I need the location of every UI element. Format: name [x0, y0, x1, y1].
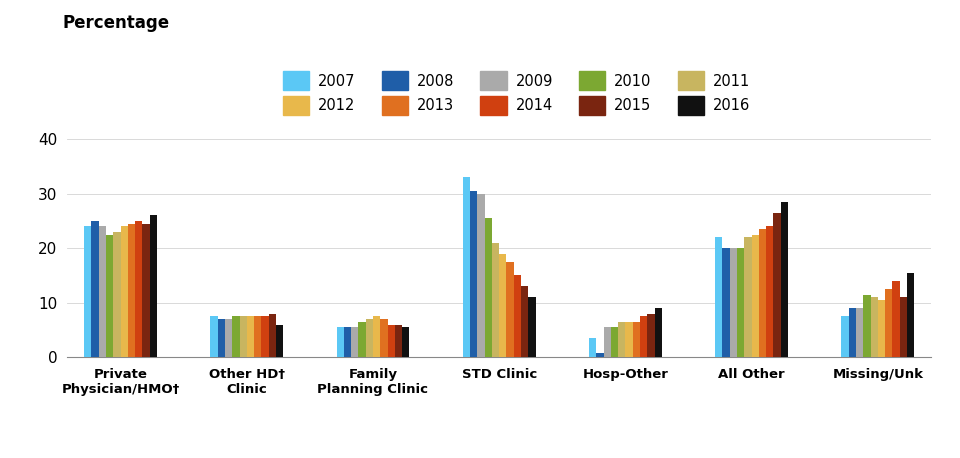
Bar — [604, 327, 611, 357]
Legend: 2007, 2012, 2008, 2013, 2009, 2014, 2010, 2015, 2011, 2016: 2007, 2012, 2008, 2013, 2009, 2014, 2010… — [283, 71, 750, 114]
Bar — [232, 316, 239, 357]
Bar — [463, 177, 470, 357]
Bar — [269, 314, 276, 357]
Bar — [388, 325, 395, 357]
Bar — [485, 218, 492, 357]
Bar — [91, 221, 99, 357]
Bar — [759, 229, 766, 357]
Bar — [893, 281, 900, 357]
Bar — [373, 316, 380, 357]
Bar — [596, 353, 604, 357]
Bar — [589, 338, 596, 357]
Text: Percentage: Percentage — [62, 14, 170, 32]
Bar — [730, 248, 737, 357]
Bar — [744, 237, 752, 357]
Bar — [276, 325, 283, 357]
Bar — [647, 314, 655, 357]
Bar — [611, 327, 618, 357]
Bar — [633, 322, 640, 357]
Bar — [254, 316, 261, 357]
Bar — [337, 327, 344, 357]
Bar — [99, 226, 106, 357]
Bar — [344, 327, 351, 357]
Bar — [261, 316, 269, 357]
Bar — [900, 297, 907, 357]
Bar — [885, 289, 893, 357]
Bar — [841, 316, 849, 357]
Bar — [470, 191, 477, 357]
Bar — [514, 275, 521, 357]
Bar — [752, 234, 759, 357]
Bar — [625, 322, 633, 357]
Bar — [856, 308, 863, 357]
Bar — [528, 297, 536, 357]
Bar — [239, 316, 247, 357]
Bar — [907, 273, 914, 357]
Bar — [380, 319, 388, 357]
Bar — [521, 286, 528, 357]
Bar — [366, 319, 373, 357]
Bar — [351, 327, 358, 357]
Bar — [395, 325, 402, 357]
Bar — [618, 322, 625, 357]
Bar — [849, 308, 856, 357]
Bar — [113, 232, 121, 357]
Bar — [655, 308, 661, 357]
Bar — [507, 262, 514, 357]
Bar — [723, 248, 730, 357]
Bar — [106, 234, 113, 357]
Bar — [142, 224, 150, 357]
Bar — [640, 316, 647, 357]
Bar — [128, 224, 135, 357]
Bar — [121, 226, 128, 357]
Bar — [871, 297, 877, 357]
Bar — [210, 316, 218, 357]
Bar — [766, 226, 774, 357]
Bar — [499, 254, 507, 357]
Bar — [477, 194, 485, 357]
Bar — [135, 221, 142, 357]
Bar — [780, 202, 788, 357]
Bar — [492, 243, 499, 357]
Bar — [402, 327, 409, 357]
Bar — [737, 248, 744, 357]
Bar — [84, 226, 91, 357]
Bar — [218, 319, 225, 357]
Bar — [358, 322, 366, 357]
Bar — [877, 300, 885, 357]
Bar — [247, 316, 254, 357]
Bar — [150, 215, 157, 357]
Bar — [774, 213, 780, 357]
Bar — [225, 319, 232, 357]
Bar — [715, 237, 723, 357]
Bar — [863, 294, 871, 357]
